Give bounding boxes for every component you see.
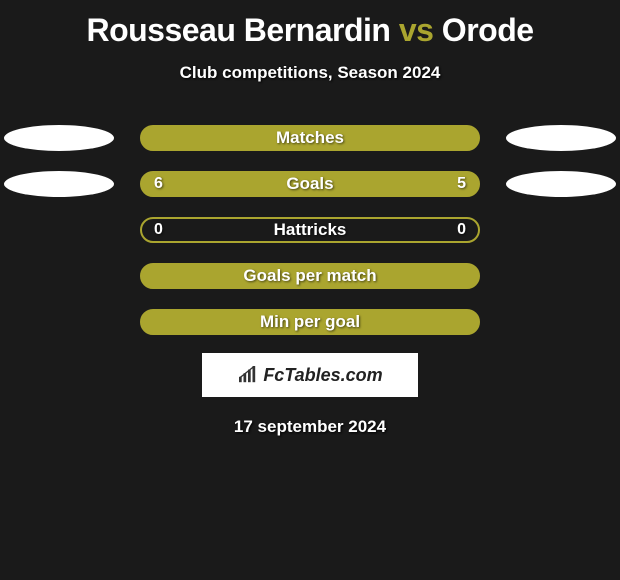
stat-bar: 6 Goals 5 — [140, 171, 480, 197]
stat-row: 6 Goals 5 — [0, 171, 620, 197]
right-ellipse — [506, 125, 616, 151]
stat-row: Matches — [0, 125, 620, 151]
stat-value-left: 6 — [154, 175, 163, 193]
stat-label: Goals per match — [243, 266, 376, 286]
stat-value-left: 0 — [154, 221, 163, 239]
player2-name: Orode — [442, 12, 534, 48]
source-logo: FcTables.com — [202, 353, 418, 397]
stat-row: Min per goal — [0, 309, 620, 335]
stat-value-right: 0 — [457, 221, 466, 239]
stat-label: Hattricks — [274, 220, 347, 240]
bar-chart-icon — [237, 366, 259, 384]
stat-row: 0 Hattricks 0 — [0, 217, 620, 243]
left-ellipse — [4, 171, 114, 197]
page-title: Rousseau Bernardin vs Orode — [0, 0, 620, 49]
stat-label: Goals — [286, 174, 333, 194]
stat-bar: 0 Hattricks 0 — [140, 217, 480, 243]
vs-text: vs — [399, 12, 434, 48]
logo-text: FcTables.com — [263, 365, 382, 386]
stat-row: Goals per match — [0, 263, 620, 289]
comparison-infographic: Rousseau Bernardin vs Orode Club competi… — [0, 0, 620, 580]
date-text: 17 september 2024 — [0, 417, 620, 437]
stat-label: Min per goal — [260, 312, 360, 332]
stat-label: Matches — [276, 128, 344, 148]
player1-name: Rousseau Bernardin — [86, 12, 390, 48]
stat-bar: Goals per match — [140, 263, 480, 289]
left-ellipse — [4, 125, 114, 151]
right-ellipse — [506, 171, 616, 197]
subtitle: Club competitions, Season 2024 — [0, 63, 620, 83]
stat-rows: Matches 6 Goals 5 0 Hattricks 0 Goals per match… — [0, 125, 620, 335]
stat-bar: Matches — [140, 125, 480, 151]
stat-value-right: 5 — [457, 175, 466, 193]
stat-bar: Min per goal — [140, 309, 480, 335]
